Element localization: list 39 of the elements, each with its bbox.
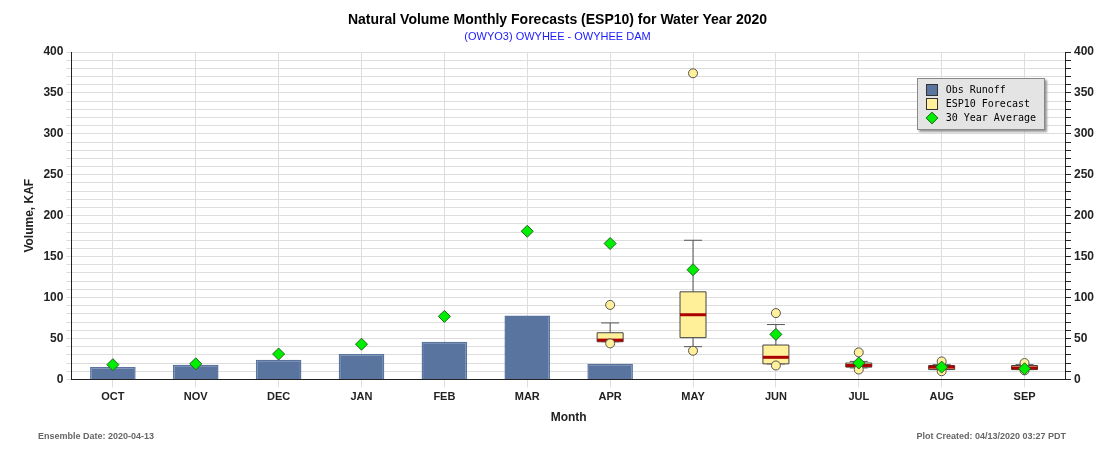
x-tick-label: FEB (433, 390, 456, 403)
legend-label: 30 Year Average (945, 111, 1036, 125)
x-tick-label: SEP (1013, 390, 1036, 403)
x-tick-label: OCT (101, 390, 125, 403)
y2-tick-label: 150 (1073, 248, 1095, 263)
y2-tick-label: 300 (1073, 126, 1095, 141)
legend-label: Obs Runoff (945, 83, 1006, 97)
y2-tick-label: 400 (1073, 44, 1095, 59)
x-tick-label: AUG (929, 390, 954, 403)
x-tick-label: JUL (848, 390, 870, 403)
y2-tick-label: 100 (1073, 289, 1095, 304)
x-axis-title: Month (550, 410, 587, 425)
x-tick-label: MAR (514, 390, 540, 403)
y-axis-title: Volume, KAF (21, 178, 36, 253)
y-tick-label: 350 (43, 85, 64, 100)
y2-tick-label: 200 (1073, 208, 1095, 223)
chart-title: Natural Volume Monthly Forecasts (ESP10) for Water Year 2020 (347, 11, 768, 28)
y2-tick-label: 50 (1073, 330, 1088, 345)
x-tick-label: APR (598, 390, 622, 403)
y-tick-label: 150 (43, 248, 64, 263)
y-tick-label: 300 (43, 126, 64, 141)
y-tick-label: 200 (43, 208, 64, 223)
legend-label: ESP10 Forecast (945, 97, 1030, 111)
y2-tick-label: 350 (1073, 85, 1095, 100)
x-tick-label: DEC (267, 390, 291, 403)
y-tick-label: 400 (43, 44, 64, 59)
y2-tick-label: 250 (1073, 167, 1095, 182)
text: Plot Created: 04/13/2020 03:27 PDT (916, 430, 1067, 441)
chart-subtitle: (OWYO3) OWYHEE - OWYHEE DAM (464, 30, 651, 43)
y-tick-label: 250 (43, 167, 64, 182)
x-tick-label: MAY (681, 390, 706, 403)
text: Ensemble Date: 2020-04-13 (38, 430, 155, 441)
x-tick-label: JUN (764, 390, 787, 403)
y-tick-label: 100 (43, 289, 64, 304)
x-tick-label: JAN (350, 390, 373, 403)
y2-tick-label: 0 (1073, 371, 1081, 386)
y-tick-label: 0 (56, 371, 64, 386)
x-tick-label: NOV (183, 390, 209, 403)
y-tick-label: 50 (50, 330, 64, 345)
